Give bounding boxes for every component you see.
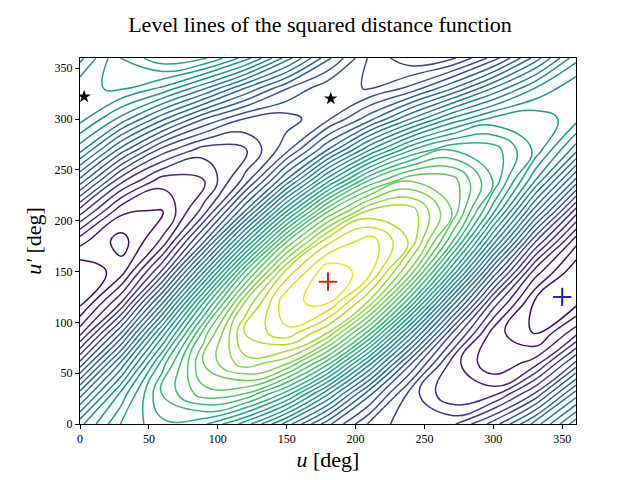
svg-text:0: 0 [67,417,73,431]
svg-text:Level lines of the squared dis: Level lines of the squared distance func… [128,12,512,37]
svg-text:0: 0 [77,432,83,446]
svg-text:150: 150 [278,432,296,446]
svg-text:200: 200 [55,214,73,228]
svg-text:u [deg]: u [deg] [297,447,360,472]
svg-text:100: 100 [209,432,227,446]
svg-text:300: 300 [55,112,73,126]
svg-text:300: 300 [484,432,502,446]
svg-text:150: 150 [55,265,73,279]
svg-text:u′ [deg]: u′ [deg] [21,207,46,275]
svg-text:50: 50 [143,432,155,446]
svg-text:50: 50 [61,366,73,380]
svg-text:100: 100 [55,316,73,330]
svg-text:250: 250 [415,432,433,446]
svg-text:350: 350 [55,61,73,75]
svg-text:350: 350 [553,432,571,446]
svg-text:250: 250 [55,163,73,177]
svg-text:200: 200 [347,432,365,446]
